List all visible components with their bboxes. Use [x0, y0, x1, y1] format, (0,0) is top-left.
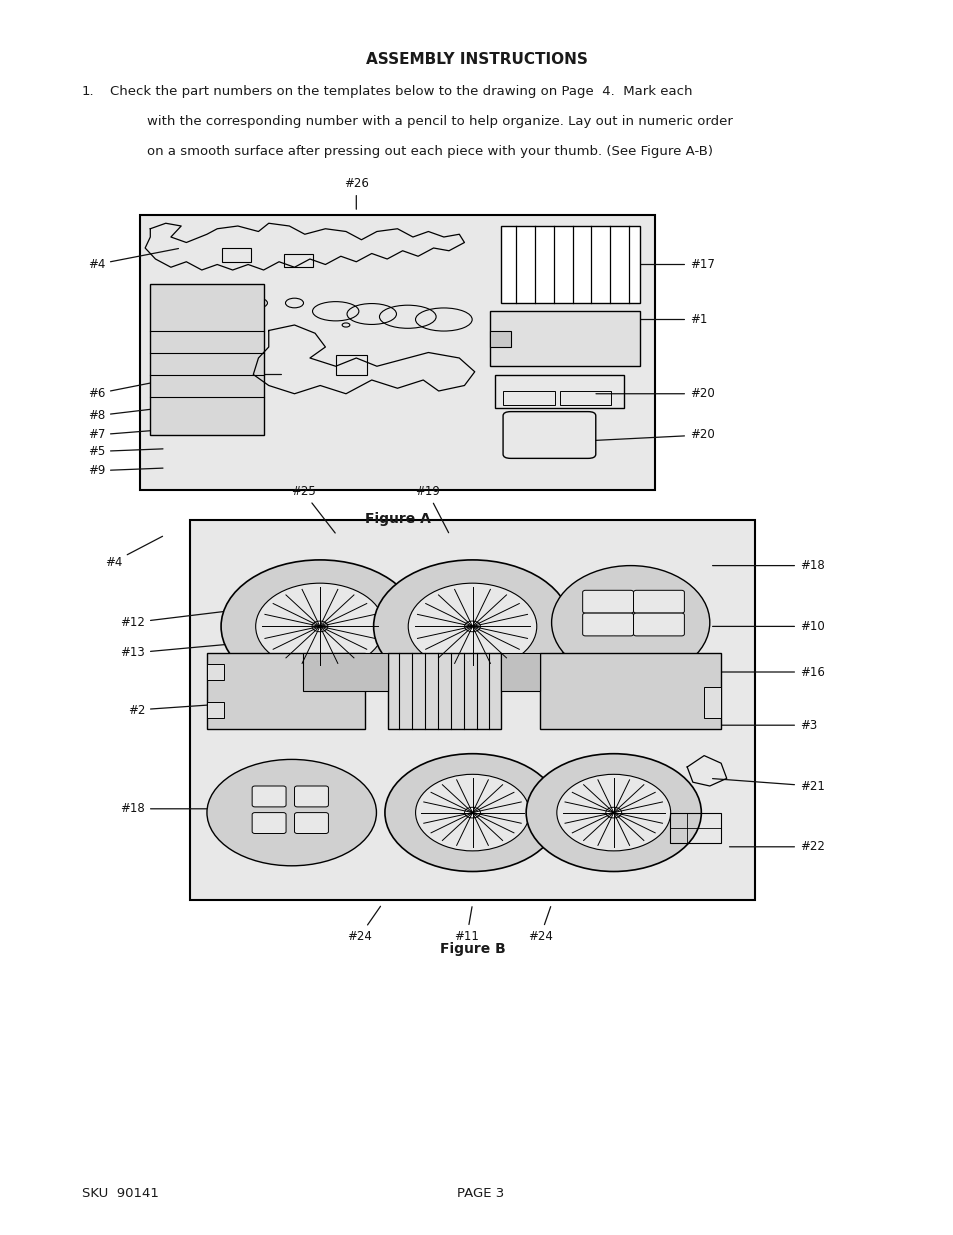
Text: #23: #23 — [208, 368, 281, 382]
Text: with the corresponding number with a pencil to help organize. Lay out in numeric: with the corresponding number with a pen… — [147, 115, 732, 128]
Text: SKU  90141: SKU 90141 — [82, 1187, 159, 1200]
Bar — [190, 520, 754, 900]
FancyBboxPatch shape — [294, 785, 328, 806]
Text: #20: #20 — [596, 388, 714, 400]
Bar — [207, 653, 365, 729]
Ellipse shape — [464, 621, 480, 632]
Ellipse shape — [221, 559, 418, 693]
Text: #1: #1 — [616, 312, 706, 326]
FancyBboxPatch shape — [252, 813, 286, 834]
Bar — [140, 215, 655, 490]
Text: #19: #19 — [415, 485, 448, 532]
Bar — [500, 226, 639, 303]
Bar — [502, 391, 554, 405]
Ellipse shape — [416, 774, 529, 851]
Ellipse shape — [605, 808, 621, 818]
Text: #20: #20 — [596, 429, 714, 441]
Bar — [539, 653, 720, 729]
Bar — [303, 653, 387, 692]
Bar — [559, 391, 611, 405]
Text: #3: #3 — [672, 719, 817, 731]
Ellipse shape — [557, 774, 670, 851]
Ellipse shape — [551, 566, 709, 679]
Bar — [490, 311, 639, 367]
Text: #21: #21 — [712, 778, 824, 793]
Bar — [703, 687, 720, 718]
Bar — [151, 284, 263, 435]
Text: #8: #8 — [88, 408, 163, 422]
FancyBboxPatch shape — [582, 590, 633, 613]
Text: ASSEMBLY INSTRUCTIONS: ASSEMBLY INSTRUCTIONS — [366, 52, 587, 67]
Text: Figure A: Figure A — [364, 513, 430, 526]
Text: Check the part numbers on the templates below to the drawing on Page  4.  Mark e: Check the part numbers on the templates … — [110, 85, 692, 98]
FancyBboxPatch shape — [582, 613, 633, 636]
Text: on a smooth surface after pressing out each piece with your thumb. (See Figure A: on a smooth surface after pressing out e… — [147, 144, 712, 158]
Ellipse shape — [384, 753, 559, 872]
FancyBboxPatch shape — [252, 785, 286, 806]
Text: #2: #2 — [128, 703, 243, 716]
Text: #6: #6 — [88, 380, 163, 400]
Ellipse shape — [374, 559, 571, 693]
Text: #10: #10 — [712, 620, 824, 632]
Ellipse shape — [526, 753, 700, 872]
Bar — [284, 253, 313, 267]
Text: Figure B: Figure B — [439, 942, 505, 956]
Text: #4: #4 — [88, 248, 178, 270]
Ellipse shape — [408, 583, 537, 669]
FancyBboxPatch shape — [294, 813, 328, 834]
Text: #17: #17 — [564, 258, 714, 270]
Text: #7: #7 — [88, 429, 163, 441]
Text: #13: #13 — [120, 642, 254, 659]
Bar — [500, 653, 539, 692]
Bar — [207, 703, 224, 718]
Text: #9: #9 — [88, 464, 163, 477]
Ellipse shape — [312, 621, 328, 632]
Text: #24: #24 — [527, 906, 552, 944]
Bar — [222, 248, 251, 262]
Bar — [495, 374, 623, 408]
Text: PAGE 3: PAGE 3 — [456, 1187, 504, 1200]
Text: #4: #4 — [105, 536, 162, 568]
Ellipse shape — [255, 583, 384, 669]
Bar — [207, 664, 224, 679]
FancyBboxPatch shape — [633, 590, 683, 613]
Text: #26: #26 — [343, 177, 369, 209]
Ellipse shape — [207, 760, 376, 866]
Bar — [335, 356, 366, 374]
FancyBboxPatch shape — [633, 613, 683, 636]
Text: 1.: 1. — [82, 85, 94, 98]
Bar — [387, 653, 500, 729]
Text: #11: #11 — [454, 906, 478, 944]
Polygon shape — [490, 331, 510, 347]
Text: #16: #16 — [712, 666, 824, 678]
Text: #25: #25 — [291, 485, 335, 534]
Bar — [670, 813, 720, 844]
Text: #18: #18 — [120, 803, 254, 815]
Text: #5: #5 — [88, 445, 163, 458]
Text: #24: #24 — [347, 906, 380, 944]
Ellipse shape — [464, 808, 480, 818]
Text: #12: #12 — [120, 608, 254, 629]
Text: #22: #22 — [729, 840, 824, 853]
Text: #18: #18 — [712, 559, 824, 572]
